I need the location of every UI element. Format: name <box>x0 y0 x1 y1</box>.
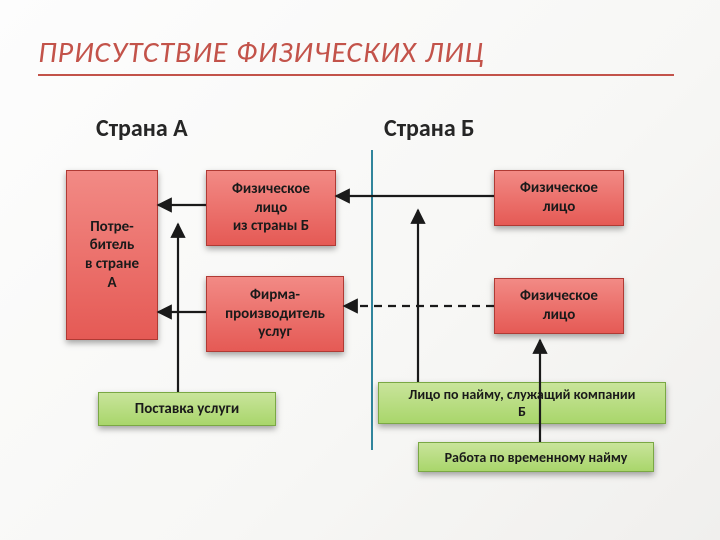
box-service-producer-firm: Фирма- производитель услуг <box>206 276 344 352</box>
box-individual-bottom: Физическое лицо <box>494 278 624 334</box>
label-service-supply: Поставка услуги <box>98 392 276 426</box>
title-underline <box>38 74 674 76</box>
box-individual-top: Физическое лицо <box>494 170 624 226</box>
country-divider <box>371 150 373 450</box>
country-b-header: Страна Б <box>384 114 474 143</box>
box-consumer-country-a: Потре- битель в стране А <box>66 170 158 340</box>
slide-title: ПРИСУТСТВИЕ ФИЗИЧЕСКИХ ЛИЦ <box>38 34 485 71</box>
label-temp-employment: Работа по временному найму <box>418 442 654 472</box>
label-company-b-employee: Лицо по найму, служащий компании Б <box>378 382 666 424</box>
box-individual-from-b: Физическое лицо из страны Б <box>206 170 336 246</box>
country-a-header: Страна А <box>96 114 188 143</box>
